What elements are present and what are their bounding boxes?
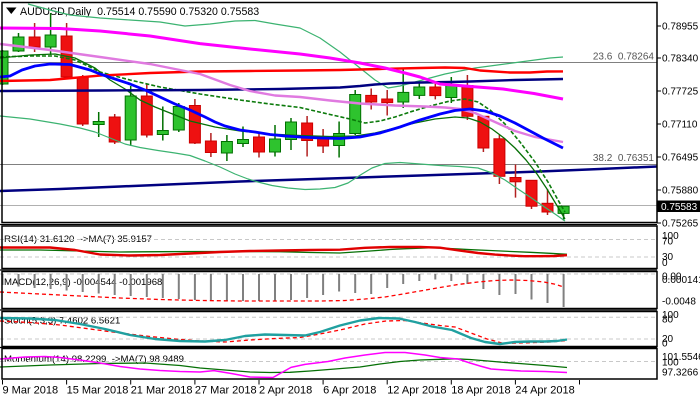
svg-text:0.77110: 0.77110 — [662, 120, 698, 131]
svg-text:97.3266: 97.3266 — [662, 368, 699, 379]
svg-text:0: 0 — [662, 339, 668, 350]
svg-text:2 Apr 2018: 2 Apr 2018 — [259, 385, 312, 397]
svg-text:101.5546: 101.5546 — [662, 352, 700, 363]
svg-text:15 Mar 2018: 15 Mar 2018 — [67, 385, 129, 397]
svg-text:27 Mar 2018: 27 Mar 2018 — [195, 385, 257, 397]
svg-text:9 Mar 2018: 9 Mar 2018 — [3, 385, 59, 397]
svg-text:18 Apr 2018: 18 Apr 2018 — [451, 385, 510, 397]
svg-text:21 Mar 2018: 21 Mar 2018 — [131, 385, 193, 397]
svg-text:AUDUSD,Daily 0.75514 0.75590: AUDUSD,Daily 0.75514 0.75590 0.75320 0.7… — [20, 6, 259, 18]
svg-text:80: 80 — [662, 315, 674, 326]
svg-text:38.2 0.76351: 38.2 0.76351 — [593, 153, 655, 164]
svg-text:0.75265: 0.75265 — [662, 219, 699, 230]
svg-text:0.77725: 0.77725 — [662, 87, 699, 98]
svg-text:0.75880: 0.75880 — [662, 186, 699, 197]
svg-text:0.78955: 0.78955 — [662, 22, 699, 33]
svg-text:12 Apr 2018: 12 Apr 2018 — [387, 385, 446, 397]
svg-text:23.6 0.78264: 23.6 0.78264 — [593, 52, 655, 63]
svg-text:0.000141: 0.000141 — [662, 275, 700, 286]
svg-text:0.78340: 0.78340 — [662, 54, 699, 65]
svg-text:100: 100 — [662, 358, 679, 369]
svg-text:0.75583: 0.75583 — [661, 202, 698, 213]
svg-text:Momentum(14) 98.2299 ->MA(7): Momentum(14) 98.2299 ->MA(7) 98.9489 — [4, 354, 184, 365]
svg-text:24 Apr 2018: 24 Apr 2018 — [515, 385, 574, 397]
svg-text:20: 20 — [662, 334, 674, 345]
svg-text:0: 0 — [662, 258, 668, 269]
svg-text:30: 30 — [662, 252, 674, 263]
svg-text:100: 100 — [662, 310, 679, 321]
svg-text:100: 100 — [662, 231, 679, 242]
svg-text:-0.0048: -0.0048 — [662, 297, 696, 308]
svg-text:70: 70 — [662, 237, 674, 248]
svg-text:6 Apr 2018: 6 Apr 2018 — [323, 385, 376, 397]
svg-text:0.00: 0.00 — [662, 272, 682, 283]
svg-text:0.76495: 0.76495 — [662, 153, 699, 164]
